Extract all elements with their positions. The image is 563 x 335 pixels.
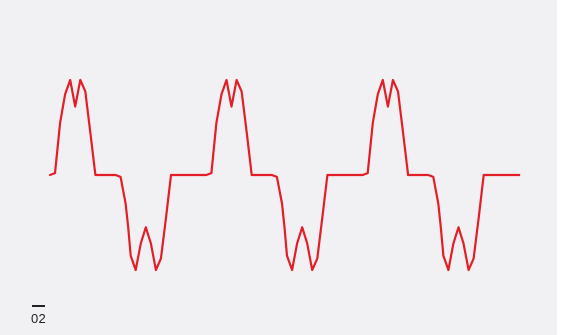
waveform-series-line bbox=[48, 78, 521, 272]
figure-number: 02 bbox=[31, 311, 47, 326]
figure-marker-dash bbox=[32, 305, 45, 307]
series-layer bbox=[48, 78, 521, 272]
waveform-chart bbox=[48, 78, 521, 272]
